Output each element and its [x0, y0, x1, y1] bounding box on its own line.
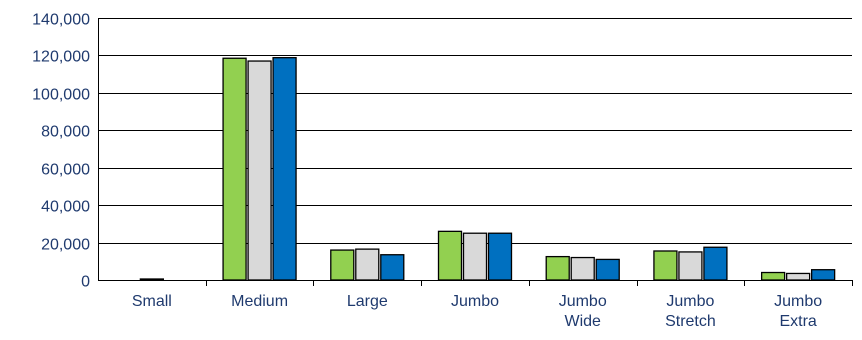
x-category-label-line: Stretch	[665, 313, 716, 330]
bar	[653, 250, 678, 281]
bar	[222, 57, 247, 281]
bar	[760, 271, 786, 281]
y-tick-label: 40,000	[41, 199, 90, 216]
bar	[570, 256, 595, 281]
y-tick-label: 120,000	[32, 49, 90, 66]
bar	[272, 57, 297, 281]
bar	[595, 258, 620, 281]
x-category-label: Jumbo	[451, 293, 499, 310]
bar	[355, 248, 380, 281]
bar	[437, 230, 463, 281]
x-category-label: Large	[347, 293, 388, 310]
y-tick-label: 0	[81, 274, 90, 291]
y-axis-tick-labels: 0 20,000 40,000 60,000 80,000 100,000 120,000 1…	[32, 12, 90, 291]
x-category-label-line: Extra	[779, 313, 816, 330]
x-category-label-line: Jumbo	[774, 293, 822, 310]
x-category-label-line: Jumbo	[451, 293, 499, 310]
bar	[247, 60, 272, 281]
x-category-label-line: Wide	[564, 313, 601, 330]
x-category-label: Jumbo Extra	[774, 293, 822, 330]
x-category-label: Jumbo Wide	[559, 293, 607, 330]
y-tick-label: 140,000	[32, 12, 90, 29]
bar	[810, 269, 836, 281]
bar	[785, 272, 811, 281]
x-category-label: Jumbo Stretch	[665, 293, 716, 330]
x-category-label-line: Jumbo	[666, 293, 714, 310]
x-category-label-line: Jumbo	[559, 293, 607, 310]
bar	[380, 254, 405, 281]
y-tick-label: 60,000	[41, 162, 90, 179]
x-axis-category-labels: Small Medium Large Jumbo Jumbo Wide Jumbo Stret…	[132, 293, 822, 330]
axes	[98, 18, 853, 286]
bar	[545, 255, 570, 281]
bar	[139, 278, 165, 281]
bar	[703, 246, 728, 281]
x-category-label: Medium	[231, 293, 288, 310]
bar	[678, 251, 703, 281]
gridlines	[98, 18, 852, 244]
x-category-label-line: Small	[132, 293, 172, 310]
y-tick-label: 20,000	[41, 237, 90, 254]
x-category-label-line: Large	[347, 293, 388, 310]
x-category-label-line: Medium	[231, 293, 288, 310]
y-tick-label: 80,000	[41, 124, 90, 141]
bar	[487, 232, 513, 281]
x-category-label: Small	[132, 293, 172, 310]
bars	[139, 57, 836, 281]
bar	[330, 249, 355, 281]
y-tick-label: 100,000	[32, 87, 90, 104]
bar	[462, 232, 488, 281]
